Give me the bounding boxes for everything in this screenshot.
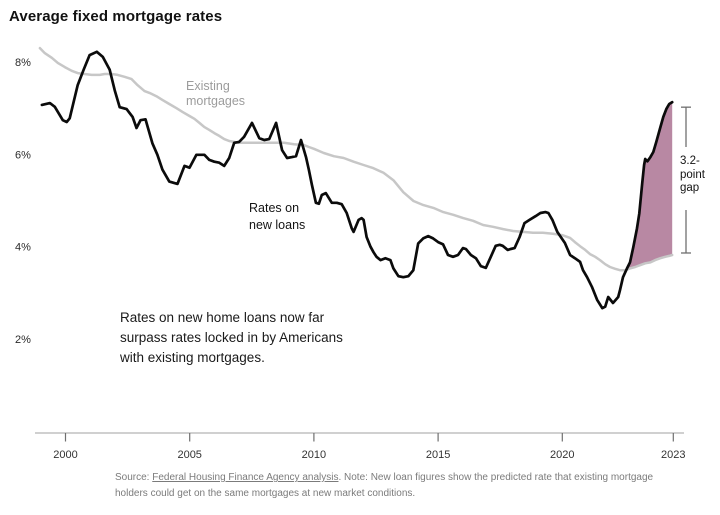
y-axis-tick-label: 2% — [15, 334, 31, 346]
x-axis-tick-label: 2010 — [302, 449, 326, 461]
x-axis-tick-label: 2015 — [426, 449, 450, 461]
x-axis-tick-label: 2005 — [177, 449, 201, 461]
existing-mortgages-series-label: Existing mortgages — [186, 79, 246, 108]
source-link[interactable]: Federal Housing Finance Agency analysis — [152, 472, 339, 483]
source-note-rest: . Note: New loan figures show the predic… — [338, 472, 572, 483]
new-loans-line — [40, 50, 674, 310]
existing-mortgages-line — [38, 46, 674, 272]
x-axis-tick-label: 2000 — [53, 449, 77, 461]
x-axis-tick-label: 2020 — [550, 449, 574, 461]
y-axis-tick-label: 6% — [15, 149, 31, 161]
y-axis-tick-label: 4% — [15, 242, 31, 254]
gap-value-label: 3.2- point gap — [680, 155, 705, 194]
page-title: Average fixed mortgage rates — [9, 8, 223, 25]
source-note-line2: existing mortgage holders could get on t… — [115, 472, 654, 499]
x-axis-tick-label: 2023 — [661, 449, 685, 461]
source-prefix: Source: — [115, 472, 153, 483]
y-axis-tick-label: 8% — [15, 57, 31, 69]
new-loans-series-label: Rates on new loans — [249, 201, 306, 232]
chart-annotation: Rates on new home loans now far surpass … — [120, 310, 343, 365]
source-note: Source: Federal Housing Finance Agency a… — [115, 470, 675, 501]
